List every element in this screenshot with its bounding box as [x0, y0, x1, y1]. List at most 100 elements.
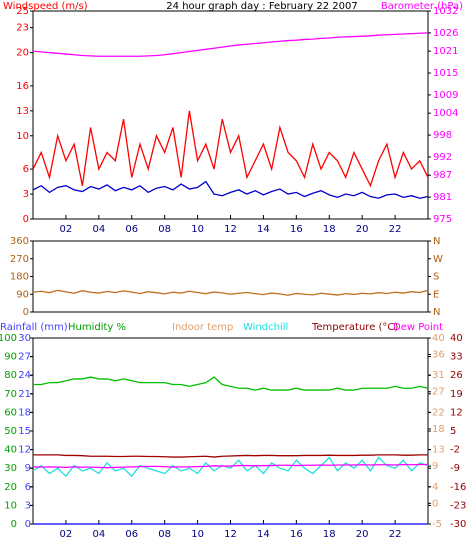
series-line: [32, 463, 428, 469]
axis2-tick-label: 27: [432, 387, 445, 398]
axis1-tick-label: 90: [4, 352, 17, 363]
axis2-tick-label: -5: [432, 519, 442, 530]
legend-label: Dew Point: [393, 322, 443, 333]
y-tick-label: 0: [23, 214, 29, 225]
legend-label: Windchill: [243, 322, 288, 333]
x-tick-label: 06: [125, 529, 138, 540]
y-tick-label: 0: [23, 307, 29, 318]
x-tick-label: 14: [257, 529, 270, 540]
y2-tick-label: N: [433, 236, 440, 247]
y-axis-label: Windspeed (m/s): [3, 1, 88, 12]
axis3-tick-label: 19: [450, 389, 463, 400]
axis1-tick-label: 20: [4, 482, 17, 493]
y-tick-label: 180: [10, 272, 29, 283]
axis3-tick-label: 12: [450, 407, 463, 418]
axis2-tick-label: 36: [432, 350, 445, 361]
axis1-tick-label: 30: [4, 463, 17, 474]
x-tick-label: 20: [356, 529, 369, 540]
axis3-tick-label: 40: [450, 333, 463, 344]
series-line: [32, 456, 429, 478]
y2-tick-label: 987: [433, 170, 452, 181]
x-tick-label: 22: [389, 529, 402, 540]
y-tick-label: 10: [16, 131, 29, 142]
x-tick-label: 12: [224, 224, 237, 235]
y-tick-label: 23: [16, 23, 29, 34]
y2-axis-label: Barometer (hPa): [381, 1, 463, 12]
y2-tick-label: 1015: [433, 68, 458, 79]
y2-tick-label: S: [433, 272, 439, 283]
x-tick-label: 12: [224, 529, 237, 540]
axis2-tick-label: 22: [432, 407, 445, 418]
axis3-tick-label: 26: [450, 370, 463, 381]
x-tick-label: 18: [323, 529, 336, 540]
axis1-tick-label: 0: [11, 519, 17, 530]
axis2-tick-label: 4: [432, 482, 438, 493]
axis0-tick-label: 9: [25, 463, 31, 474]
x-tick-label: 10: [191, 224, 204, 235]
x-tick-label: 22: [389, 224, 402, 235]
y2-tick-label: 992: [433, 152, 452, 163]
axis1-tick-label: 40: [4, 445, 17, 456]
axis0-tick-label: 0: [25, 519, 31, 530]
x-tick-label: 02: [60, 529, 73, 540]
y2-tick-label: 998: [433, 130, 452, 141]
y-tick-label: 270: [10, 254, 29, 265]
x-tick-label: 06: [125, 224, 138, 235]
axis0-tick-label: 27: [18, 352, 31, 363]
x-tick-label: 16: [290, 529, 303, 540]
series-line: [33, 376, 429, 391]
axis0-tick-label: 21: [18, 389, 31, 400]
series-line: [32, 180, 429, 199]
axis3-tick-label: 33: [450, 352, 463, 363]
axis2-tick-label: 31: [432, 370, 445, 381]
x-tick-label: 20: [356, 224, 369, 235]
axis1-tick-label: 60: [4, 407, 17, 418]
series-line: [32, 289, 429, 296]
y2-tick-label: 1009: [433, 90, 458, 101]
legend-label: Indoor temp: [172, 322, 233, 333]
axis1-tick-label: 50: [4, 426, 17, 437]
y2-tick-label: N: [433, 307, 440, 318]
x-tick-label: 04: [92, 224, 105, 235]
axis2-tick-label: 9: [432, 461, 438, 472]
axis0-tick-label: 18: [18, 407, 31, 418]
y2-tick-label: E: [433, 289, 439, 300]
legend-label: Temperature (°C): [311, 322, 398, 333]
axis3-tick-label: 5: [450, 426, 456, 437]
axis3-tick-label: -16: [450, 482, 466, 493]
axis0-tick-label: 24: [18, 370, 31, 381]
x-tick-label: 10: [191, 529, 204, 540]
axis0-tick-label: 3: [25, 500, 31, 511]
axis2-tick-label: 13: [432, 445, 445, 456]
axis1-tick-label: 80: [4, 370, 17, 381]
y-tick-label: 25: [16, 6, 29, 17]
chart-title: 24 hour graph day : February 22 2007: [166, 1, 357, 12]
y-tick-label: 13: [16, 106, 29, 117]
plot-area: [32, 337, 429, 525]
y-tick-label: 16: [16, 81, 29, 92]
axis0-tick-label: 12: [18, 445, 31, 456]
x-tick-label: 08: [158, 224, 171, 235]
legend-label: Rainfall (mm): [0, 322, 68, 333]
series-line: [32, 110, 429, 188]
y2-tick-label: 1021: [433, 46, 458, 57]
y2-tick-label: 981: [433, 192, 452, 203]
x-tick-label: 08: [158, 529, 171, 540]
axis1-tick-label: 10: [4, 500, 17, 511]
axis3-tick-label: -30: [450, 519, 466, 530]
x-tick-label: 14: [257, 224, 270, 235]
y-tick-label: 360: [10, 236, 29, 247]
axis3-tick-label: -23: [450, 500, 466, 511]
axis3-tick-label: -2: [450, 445, 460, 456]
y2-tick-label: W: [433, 254, 443, 265]
legend-label: Humidity %: [68, 322, 126, 333]
axis1-tick-label: 100: [0, 333, 17, 344]
y-tick-label: 90: [16, 289, 29, 300]
x-tick-label: 04: [92, 529, 105, 540]
series-line: [33, 454, 428, 458]
axis0-tick-label: 6: [25, 482, 31, 493]
y-tick-label: 6: [23, 164, 29, 175]
series-line: [32, 32, 429, 57]
x-tick-label: 02: [60, 224, 73, 235]
x-tick-label: 16: [290, 224, 303, 235]
